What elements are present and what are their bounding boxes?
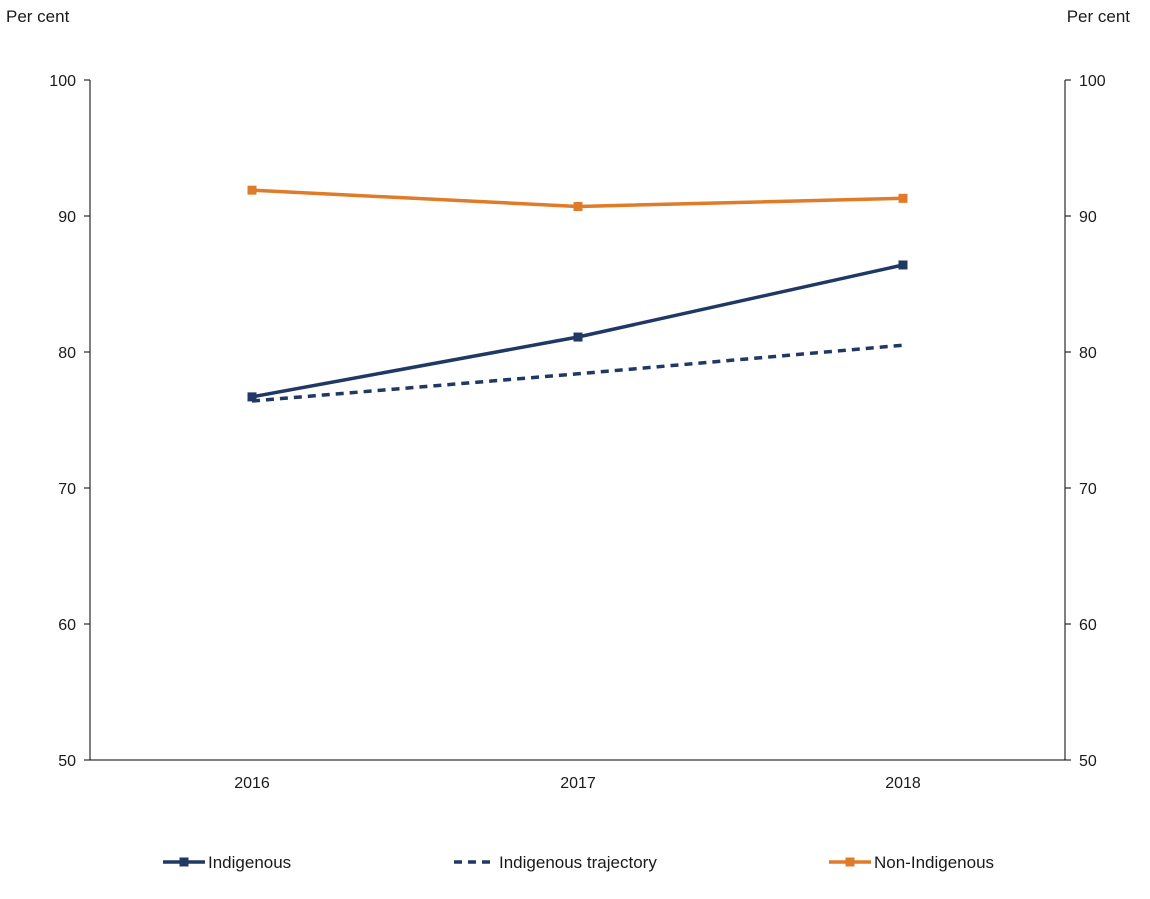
right-y-tick-label: 80	[1079, 345, 1097, 362]
legend-swatch-marker	[845, 857, 855, 867]
axes	[89, 80, 1066, 761]
x-tick-label: 2018	[885, 775, 921, 792]
legend-label: Non-Indigenous	[874, 853, 994, 872]
data-point	[898, 193, 908, 203]
right-y-tick-label: 60	[1079, 617, 1097, 634]
data-point	[573, 332, 583, 342]
data-point	[573, 201, 583, 211]
right-axis-unit: Per cent	[1067, 7, 1131, 26]
left-y-tick-label: 60	[58, 617, 76, 634]
legend-label: Indigenous trajectory	[499, 853, 657, 872]
left-y-tick-label: 90	[58, 209, 76, 226]
right-y-tick-label: 70	[1079, 481, 1097, 498]
legend: Indigenous Indigenous trajectory Non-Indig…	[163, 853, 994, 872]
left-y-tick-label: 100	[49, 73, 76, 90]
left-y-tick-label: 50	[58, 753, 76, 770]
x-tick-label: 2017	[560, 775, 596, 792]
tick-layer: 50 50 60 60 70 70 80 80 90 90 100 100 2016 2017 2018	[49, 73, 1106, 792]
series-layer	[247, 185, 908, 403]
left-y-tick-label: 70	[58, 481, 76, 498]
data-point	[898, 260, 908, 270]
data-point	[247, 185, 257, 195]
series-line-1	[251, 343, 904, 403]
series-line-0	[251, 263, 904, 399]
right-y-tick-label: 100	[1079, 73, 1106, 90]
legend-label: Indigenous	[208, 853, 291, 872]
data-point	[247, 392, 257, 402]
x-tick-label: 2016	[234, 775, 270, 792]
right-y-tick-label: 50	[1079, 753, 1097, 770]
legend-swatch-marker	[179, 857, 189, 867]
right-y-tick-label: 90	[1079, 209, 1097, 226]
left-y-tick-label: 80	[58, 345, 76, 362]
left-axis-unit: Per cent	[6, 7, 70, 26]
